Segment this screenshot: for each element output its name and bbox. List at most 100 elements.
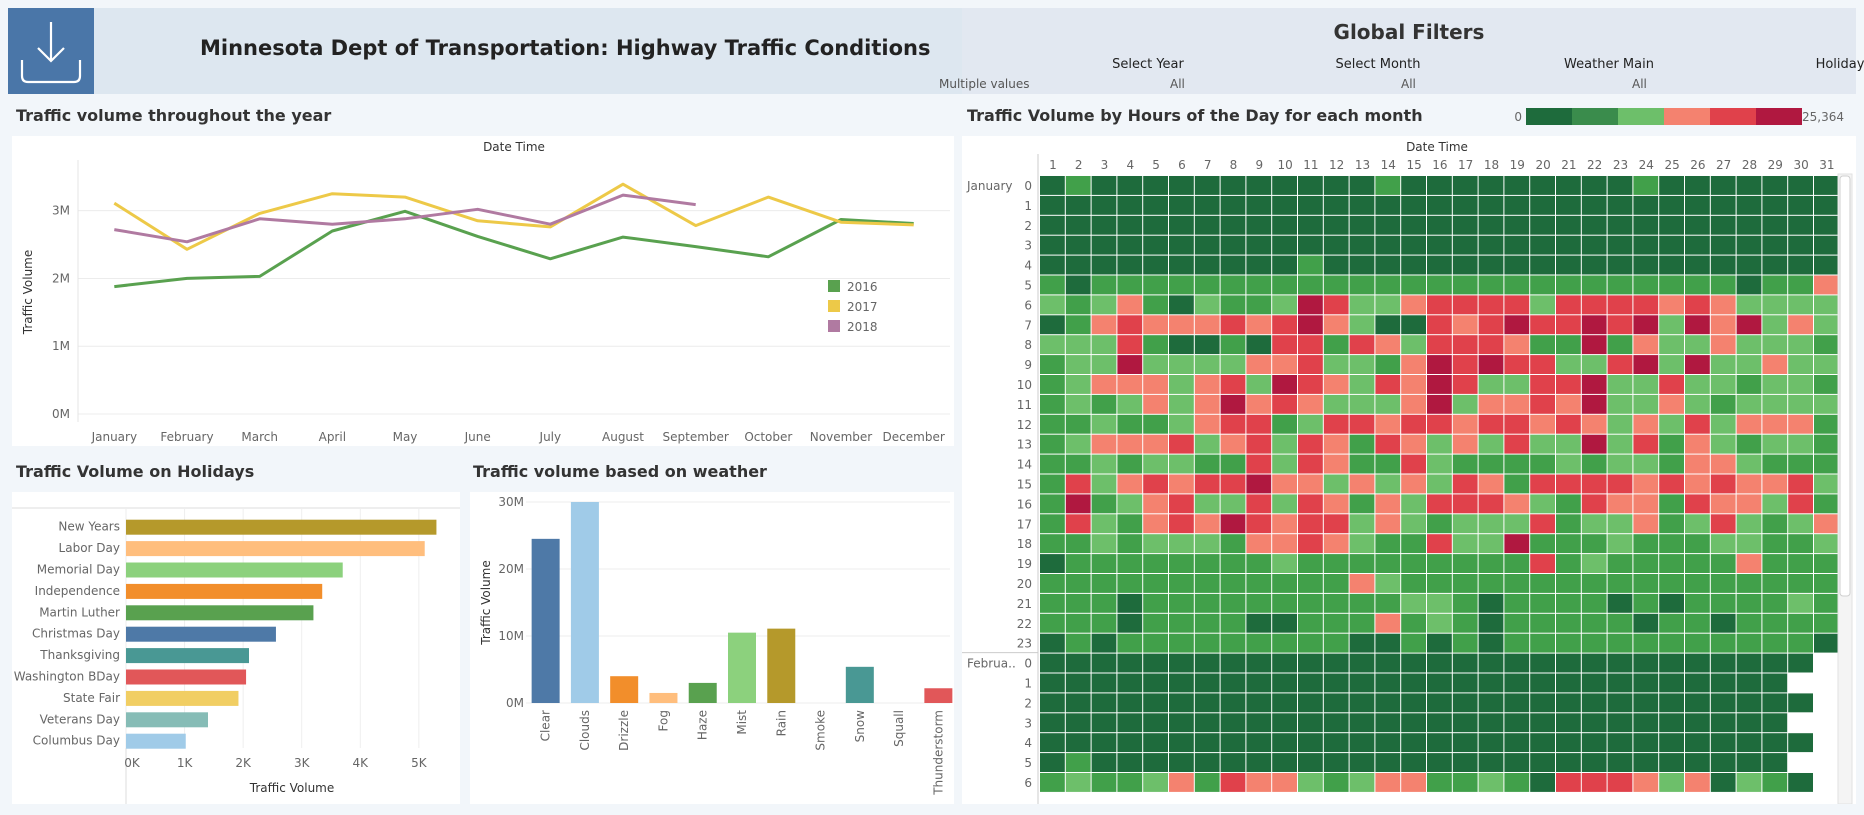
filter-holiday-select[interactable]: All [1632,77,1647,91]
heatmap-cell [1323,653,1349,673]
heatmap-cell [1762,195,1788,215]
heatmap-cell [1323,434,1349,454]
heatmap-cell [1246,693,1272,713]
heatmap-day-label: 19 [1510,158,1525,172]
heatmap-cell [1194,753,1220,772]
heatmap-cell [1040,613,1065,633]
heatmap-cell [1788,215,1813,235]
heatmap-cell [1091,394,1117,414]
heatmap-cell [1762,593,1788,613]
heatmap-cell [1427,773,1452,792]
heatmap-cell [1323,414,1349,434]
heatmap-cell [1169,753,1194,772]
heatmap-cell [1091,534,1117,554]
heatmap-cell [1530,454,1555,474]
heatmap-cell [1478,355,1504,374]
heatmap-cell [1685,255,1710,275]
holiday-bar [126,712,208,728]
heatmap-cell [1298,494,1323,514]
heatmap-cell [1349,613,1375,633]
heatmap-cell [1607,613,1633,633]
heatmap-cell [1091,275,1117,295]
heatmap-cell [1633,315,1659,335]
weather-bar [649,692,678,703]
heatmap-cell [1685,195,1710,215]
filter-month-select[interactable]: All [1170,77,1185,91]
heatmap-cell [1581,275,1607,295]
heatmap-cell [1246,713,1272,733]
heatmap-cell [1478,235,1504,255]
heatmap-cell [1685,454,1710,474]
heatmap-cell [1143,454,1168,474]
heatmap-hour-label: 2 [1024,696,1032,710]
heatmap-cell [1375,295,1401,315]
heatmap-cell [1065,653,1091,673]
heatmap-cell [1762,355,1788,374]
heatmap-cell [1117,773,1143,792]
heatmap-cell [1117,454,1143,474]
filter-year-select[interactable]: Multiple values [939,77,1030,91]
holiday-category-label: Veterans Day [40,712,120,726]
filter-weather-select[interactable]: All [1401,77,1416,91]
heatmap-cell [1040,494,1065,514]
heatmap-cell [1452,235,1478,255]
heatmap-cell [1685,514,1710,534]
heatmap-cell [1814,394,1839,414]
heatmap-day-label: 25 [1664,158,1679,172]
heatmap-cell [1659,375,1684,394]
heatmap-cell [1607,673,1633,693]
heatmap-cell [1659,773,1684,792]
heatmap-hour-label: 21 [1017,597,1032,611]
heatmap-cell [1375,574,1401,593]
heatmap-cell [1246,195,1272,215]
heatmap-cell [1607,215,1633,235]
heatmap-cell [1607,335,1633,355]
heatmap-cell [1607,574,1633,593]
heatmap-scrollbar-thumb[interactable] [1839,175,1851,597]
heatmap-cell [1065,474,1091,494]
heatmap-cell [1659,235,1684,255]
heatmap-cell [1504,753,1530,772]
heatmap-month-label: Februa.. [967,657,1016,671]
heatmap-cell [1401,215,1426,235]
heatmap-cell [1298,295,1323,315]
heatmap-cell [1246,773,1272,792]
heatmap-cell [1556,753,1581,772]
heatmap-cell [1220,713,1246,733]
heatmap-cell [1814,494,1839,514]
heatmap-cell [1581,593,1607,613]
heatmap-cell [1710,753,1736,772]
heatmap-cell [1452,534,1478,554]
heatmap-cell [1452,394,1478,414]
heatmap-cell [1401,693,1426,713]
heatmap-cell [1762,176,1788,195]
heatmap-cell [1427,375,1452,394]
legend-label-2017: 2017 [847,300,878,314]
heatmap-cell [1685,673,1710,693]
heatmap-cell [1220,593,1246,613]
heatmap-cell [1091,176,1117,195]
heatmap-cell [1427,335,1452,355]
heatmap-cell [1556,315,1581,335]
heatmap-cell [1504,255,1530,275]
heatmap-cell [1762,295,1788,315]
heatmap-cell [1788,176,1813,195]
heatmap-hour-label: 3 [1024,239,1032,253]
heatmap-cell [1504,394,1530,414]
heatmap-cell [1685,235,1710,255]
heatmap-cell [1814,275,1839,295]
heatmap-cell [1246,235,1272,255]
heatmap-cell [1040,454,1065,474]
heatmap-cell [1530,215,1555,235]
heatmap-cell [1220,693,1246,713]
heatmap-cell [1504,713,1530,733]
heatmap-cell [1685,434,1710,454]
heatmap-cell [1556,554,1581,573]
download-button[interactable] [8,8,94,94]
global-filters-panel: Global Filters Select Year Select Month … [939,8,1864,94]
holiday-category-label: Washington BDay [14,670,120,684]
heatmap-cell [1117,375,1143,394]
download-icon [20,22,82,84]
heatmap-cell [1427,713,1452,733]
heatmap-cell [1478,454,1504,474]
